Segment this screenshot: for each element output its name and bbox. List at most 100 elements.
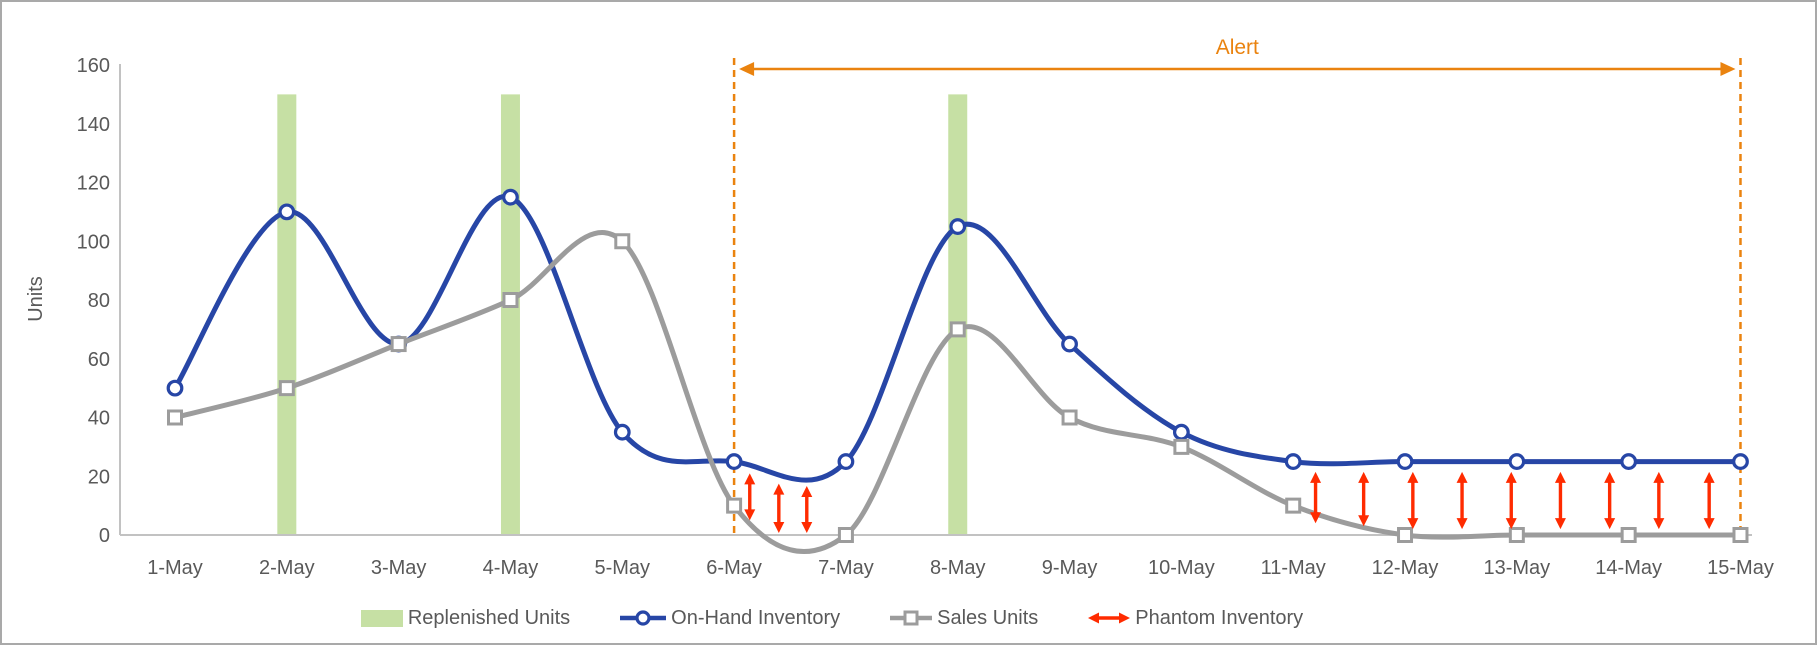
y-tick-label-40: 40	[88, 408, 110, 430]
y-tick-label-80: 80	[88, 290, 110, 312]
phantom-arrow-11-up-head	[1703, 471, 1715, 483]
on-hand-marker-4-May	[502, 188, 519, 206]
phantom-arrow-3-down-head	[1310, 512, 1322, 524]
legend-item-on-hand-inventory: On-Hand Inventory	[620, 607, 840, 630]
sales-marker-7-May	[837, 527, 854, 543]
on-hand-line-icon	[620, 610, 667, 626]
phantom-arrow-11-down-head	[1703, 518, 1715, 530]
chart-legend: Replenished Units On-Hand Inventory Sale…	[62, 601, 1602, 635]
sales-marker-13-May	[1508, 527, 1525, 543]
on-hand-marker-8-May	[949, 218, 967, 235]
sales-marker-1-May	[167, 409, 183, 426]
on-hand-marker-14-May	[1620, 453, 1638, 470]
legend-item-replenished-units: Replenished Units	[360, 606, 571, 630]
legend-label-sales-units: Sales Units	[937, 606, 1039, 629]
phantom-arrow-10-down-head	[1653, 518, 1665, 530]
alert-arrow-left-head	[739, 62, 755, 76]
y-tick-label-160: 160	[77, 55, 110, 77]
legend-label-phantom-inventory: Phantom Inventory	[1135, 606, 1304, 629]
phantom-arrow-5-down-head	[1407, 518, 1419, 530]
phantom-arrow-1-up-head	[773, 483, 785, 495]
y-tick-label-140: 140	[77, 114, 110, 136]
phantom-arrow-icon	[1088, 612, 1131, 624]
sales-marker-12-May	[1397, 527, 1414, 543]
phantom-arrow-4-down-head	[1358, 515, 1370, 527]
x-tick-label-5-May: 5-May	[594, 557, 650, 579]
sales-marker-9-May	[1061, 409, 1078, 426]
phantom-arrow-3-up-head	[1310, 471, 1322, 483]
x-tick-label-7-May: 7-May	[818, 557, 874, 579]
on-hand-marker-10-May	[1172, 423, 1190, 441]
on-hand-marker-5-May	[613, 423, 631, 441]
x-tick-label-1-May: 1-May	[147, 557, 203, 579]
on-hand-marker-1-May	[166, 379, 184, 397]
x-tick-label-14-May: 14-May	[1595, 557, 1662, 579]
phantom-arrow-0-up-head	[744, 473, 756, 485]
sales-line	[174, 230, 1741, 555]
x-tick-label-12-May: 12-May	[1372, 557, 1439, 579]
phantom-arrow-7-up-head	[1505, 471, 1517, 483]
sales-marker-15-May	[1732, 527, 1749, 543]
phantom-arrow-6-up-head	[1456, 471, 1468, 483]
sales-marker-14-May	[1620, 527, 1637, 543]
y-tick-label-20: 20	[88, 466, 110, 488]
alert-arrow-right-head	[1720, 62, 1736, 76]
x-tick-label-13-May: 13-May	[1483, 557, 1550, 579]
phantom-arrow-5-up-head	[1407, 471, 1419, 483]
legend-label-on-hand-inventory: On-Hand Inventory	[671, 606, 841, 629]
replenished-units-swatch-icon	[360, 609, 403, 627]
sales-marker-4-May	[502, 292, 519, 308]
sales-marker-2-May	[278, 380, 295, 397]
phantom-arrow-8-down-head	[1554, 518, 1566, 530]
y-tick-label-100: 100	[77, 231, 110, 253]
sales-marker-8-May	[949, 321, 966, 338]
x-tick-label-2-May: 2-May	[259, 557, 315, 579]
x-tick-label-9-May: 9-May	[1042, 557, 1098, 579]
y-tick-label-60: 60	[88, 349, 110, 371]
sales-marker-10-May	[1173, 438, 1190, 455]
phantom-arrow-10-up-head	[1653, 471, 1665, 483]
legend-item-phantom-inventory: Phantom Inventory	[1088, 607, 1303, 630]
phantom-arrow-7-down-head	[1505, 518, 1517, 530]
x-tick-label-3-May: 3-May	[371, 557, 427, 579]
phantom-arrow-4-up-head	[1358, 471, 1370, 483]
sales-marker-11-May	[1285, 497, 1302, 514]
on-hand-marker-2-May	[278, 203, 296, 221]
y-tick-label-120: 120	[77, 173, 110, 195]
on-hand-marker-15-May	[1732, 453, 1749, 470]
x-tick-label-6-May: 6-May	[706, 557, 762, 579]
replenished-bar-2-May	[277, 94, 297, 535]
sales-marker-6-May	[726, 497, 743, 514]
sales-marker-3-May	[390, 336, 407, 353]
sales-line-icon	[890, 610, 933, 626]
phantom-arrow-8-up-head	[1554, 471, 1566, 483]
legend-label-replenished-units: Replenished Units	[407, 606, 571, 629]
y-axis-title: Units	[25, 276, 47, 322]
x-tick-label-15-May: 15-May	[1707, 557, 1774, 579]
phantom-arrow-0-down-head	[744, 509, 756, 521]
on-hand-marker-13-May	[1508, 453, 1526, 470]
phantom-arrow-6-down-head	[1456, 518, 1468, 530]
phantom-arrow-9-down-head	[1604, 518, 1616, 530]
legend-item-sales-units: Sales Units	[890, 607, 1038, 630]
on-hand-marker-11-May	[1284, 453, 1302, 470]
sales-marker-5-May	[614, 233, 631, 250]
on-hand-marker-9-May	[1061, 335, 1078, 353]
x-tick-label-11-May: 11-May	[1261, 557, 1326, 579]
x-tick-label-10-May: 10-May	[1148, 557, 1215, 579]
phantom-arrow-1-down-head	[773, 521, 785, 533]
on-hand-marker-12-May	[1396, 453, 1414, 470]
x-tick-label-8-May: 8-May	[930, 557, 986, 579]
phantom-arrow-2-up-head	[801, 485, 813, 497]
on-hand-marker-6-May	[725, 453, 743, 470]
x-tick-label-4-May: 4-May	[483, 557, 539, 579]
alert-label: Alert	[1216, 36, 1259, 59]
replenished-bar-4-May	[500, 94, 520, 535]
phantom-arrow-2-down-head	[801, 521, 813, 533]
y-tick-label-0: 0	[99, 525, 110, 547]
replenished-bar-8-May	[948, 94, 968, 535]
phantom-arrow-9-up-head	[1604, 471, 1616, 483]
on-hand-marker-7-May	[837, 453, 855, 470]
